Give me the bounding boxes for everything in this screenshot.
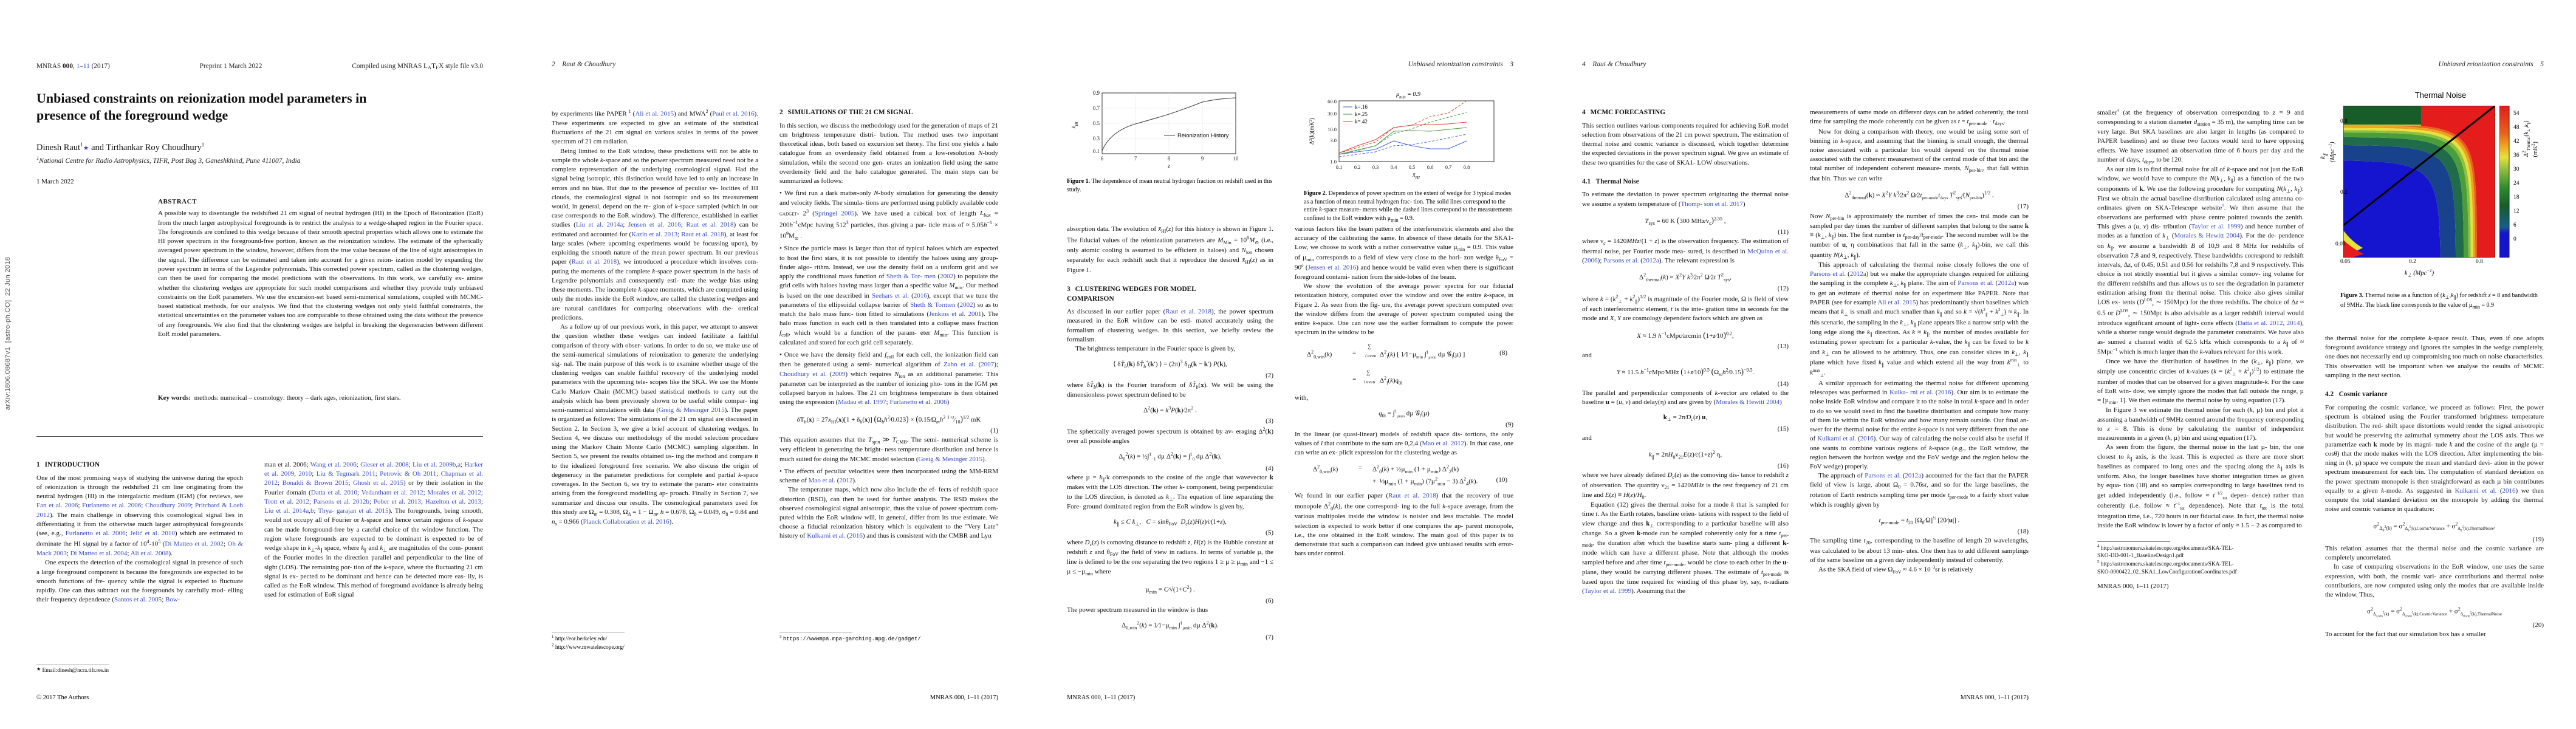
svg-text:9: 9 [1201,156,1204,162]
svg-text:0.3: 0.3 [1372,164,1379,170]
svg-text:0.7: 0.7 [1445,164,1452,170]
svg-text:Δ2(k)(mK2): Δ2(k)(mK2) [1309,118,1316,145]
svg-text:0.3: 0.3 [1093,135,1100,142]
svg-text:0.6: 0.6 [1427,164,1434,170]
svg-text:k=.25: k=.25 [1355,111,1368,117]
svg-text:0.7: 0.7 [1093,105,1100,111]
svg-text:10: 10 [1233,156,1239,162]
svg-text:0.1: 0.1 [1336,164,1343,170]
svg-text:Reionization History: Reionization History [1177,132,1229,139]
svg-text:x̄HI: x̄HI [1070,122,1079,129]
svg-text:0.2: 0.2 [1354,164,1361,170]
svg-text:k=.42: k=.42 [1355,118,1368,125]
svg-text:0.5: 0.5 [1409,164,1416,170]
svg-text:30.0: 30.0 [1327,111,1337,117]
svg-text:0.9: 0.9 [1093,90,1100,96]
svg-text:k=.16: k=.16 [1355,104,1368,110]
svg-text:z: z [1167,163,1170,169]
svg-text:μmin = 0.9: μmin = 0.9 [1396,91,1420,100]
svg-text:6: 6 [1101,156,1104,162]
svg-text:0.8: 0.8 [1464,164,1470,170]
svg-text:x̄HI: x̄HI [1412,173,1420,180]
svg-text:3.0: 3.0 [1330,137,1337,143]
svg-text:0.4: 0.4 [1391,164,1397,170]
svg-text:7: 7 [1134,156,1137,162]
svg-text:60.0: 60.0 [1327,98,1337,104]
svg-text:8: 8 [1168,156,1171,162]
svg-text:0.5: 0.5 [1093,120,1100,126]
svg-text:0.1: 0.1 [1093,148,1100,154]
svg-text:10.0: 10.0 [1327,126,1337,132]
